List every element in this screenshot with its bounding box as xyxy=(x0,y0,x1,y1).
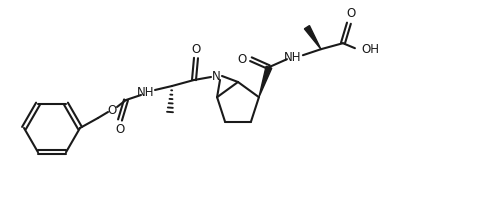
Text: O: O xyxy=(237,53,246,66)
Text: NH: NH xyxy=(284,51,302,64)
Text: N: N xyxy=(212,70,220,82)
Text: O: O xyxy=(346,7,356,20)
Text: OH: OH xyxy=(361,43,379,56)
Polygon shape xyxy=(259,66,272,97)
Polygon shape xyxy=(304,26,321,49)
Text: O: O xyxy=(191,42,201,55)
Text: O: O xyxy=(107,103,117,117)
Text: NH: NH xyxy=(137,86,155,99)
Text: O: O xyxy=(115,123,124,136)
